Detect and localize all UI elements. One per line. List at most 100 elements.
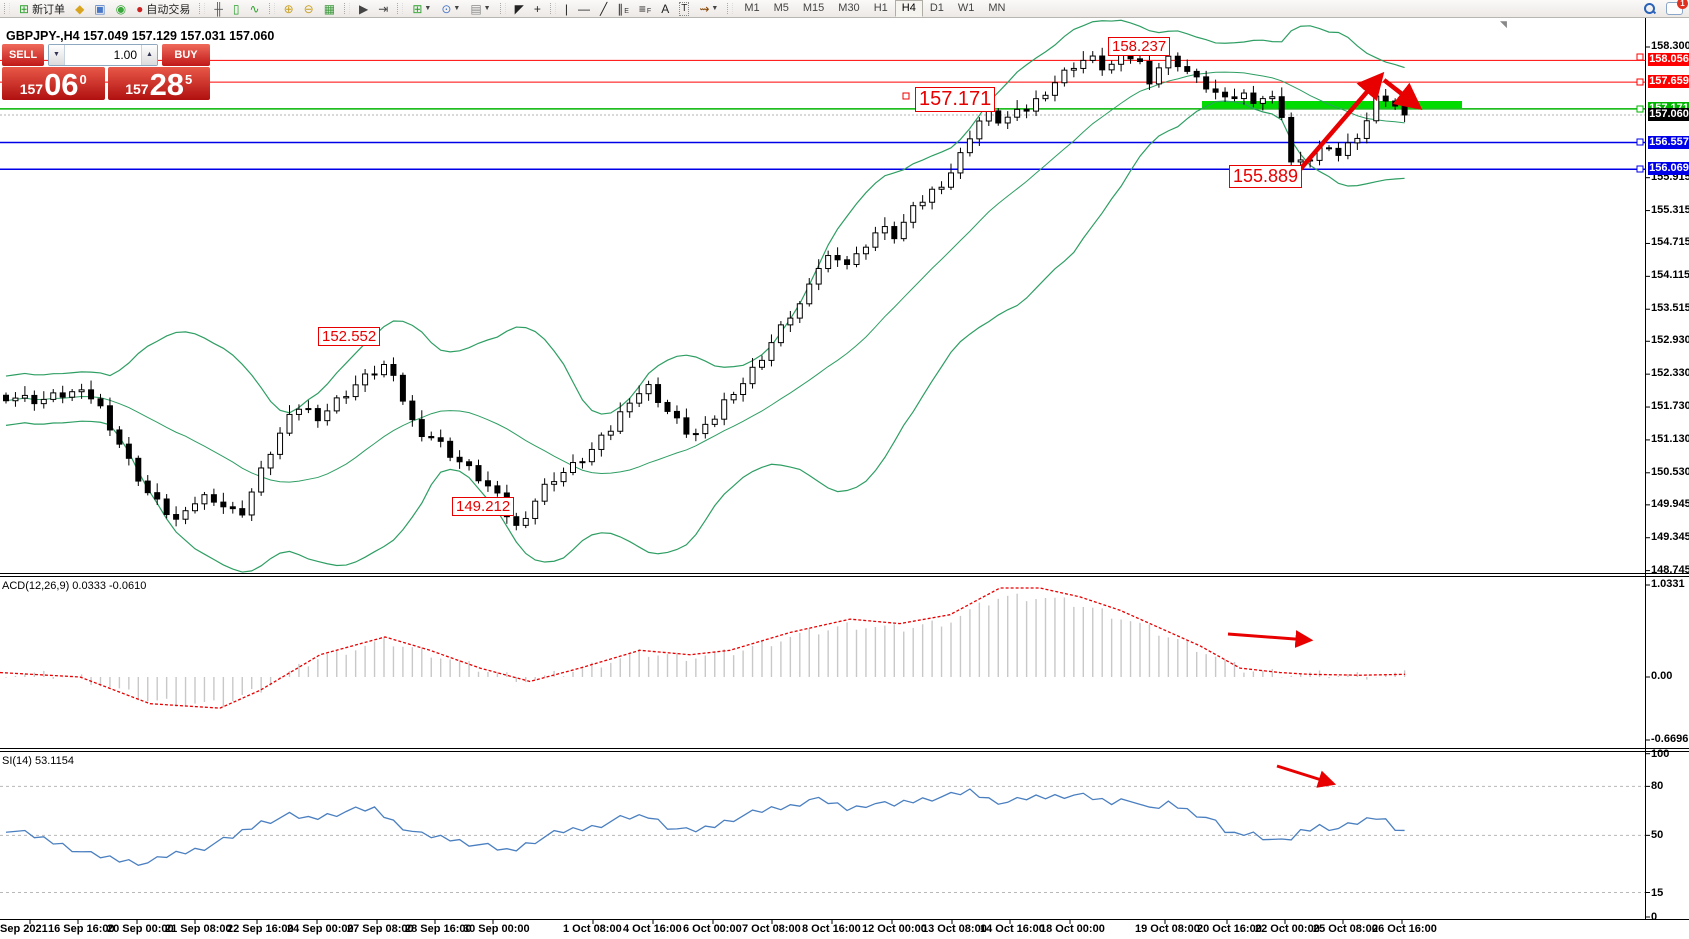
signals-button[interactable]: ◉ (112, 0, 130, 17)
price-tick-label: 149.345 (1651, 530, 1689, 543)
crosshair-button[interactable]: + (530, 0, 545, 17)
time-axis-label: 26 Oct 16:00 (1372, 923, 1437, 935)
new-order-button[interactable]: ⊞ 新订单 (15, 0, 69, 17)
timeframe-m1-button[interactable]: M1 (744, 2, 760, 14)
zoom-out-button[interactable]: ⊖ (300, 0, 318, 17)
rsi-axis-label: 100 (1651, 747, 1670, 760)
one-click-trading-panel: SELL ▼ 1.00 ▲ BUY 157 06 0 157 28 5 (2, 44, 210, 100)
text-icon: A (661, 1, 670, 16)
timeframe-h4-button[interactable]: H4 (894, 0, 923, 17)
time-axis-label: 8 Oct 16:00 (802, 923, 861, 935)
line-chart-type-button[interactable]: ∿ (246, 0, 264, 17)
navigator-icon: ▣ (94, 1, 106, 16)
time-axis-label: 20 Oct 16:00 (1197, 923, 1262, 935)
zoom-in-button[interactable]: ⊕ (280, 0, 298, 17)
bar-chart-type-button[interactable]: ╫ (210, 0, 227, 17)
time-axis-label: 7 Oct 08:00 (742, 923, 801, 935)
horizontal-line-button[interactable]: — (574, 0, 594, 17)
candlestick-chart-type-button[interactable]: ▯ (229, 0, 244, 17)
chevron-down-icon: ▼ (424, 5, 432, 12)
red-trend-arrow-4[interactable] (1276, 764, 1337, 788)
vertical-line-button[interactable]: | (561, 0, 572, 17)
price-annotation-155.889[interactable]: 155.889 (1229, 165, 1303, 188)
arrows-button[interactable]: ⇝ ▼ (695, 0, 722, 17)
time-axis-label: Sep 2021 (0, 923, 48, 935)
navigator-button[interactable]: ▣ (90, 0, 109, 17)
line-anchor-handle[interactable] (902, 92, 910, 100)
red-trend-arrow-3[interactable] (1227, 630, 1314, 649)
price-tick-label: 153.515 (1651, 302, 1689, 315)
marketwatch-button[interactable]: ◆ (71, 0, 88, 17)
text-button[interactable]: A (657, 0, 673, 17)
price-badge-158.056: 158.056 (1648, 53, 1689, 67)
candles (3, 47, 1408, 531)
timeframe-m5-button[interactable]: M5 (773, 2, 789, 14)
search-icon[interactable] (1643, 2, 1656, 15)
price-annotation-158.237[interactable]: 158.237 (1108, 37, 1171, 57)
buy-button[interactable]: BUY (162, 44, 210, 66)
timeframe-mn-button[interactable]: MN (988, 2, 1006, 14)
time-axis-label: 22 Sep 16:00 (227, 923, 294, 935)
sell-button[interactable]: SELL (2, 44, 44, 66)
bollinger-lower-band (5, 100, 1405, 573)
red-trend-arrow-2[interactable] (1382, 78, 1423, 110)
chart-shift-button[interactable]: ⇥ (374, 0, 392, 17)
chart-ohlc-title: GBPJPY-,H4 157.049 157.129 157.031 157.0… (6, 29, 275, 43)
chevron-down-icon: ▼ (453, 5, 461, 12)
price-tick-label: 151.130 (1651, 432, 1689, 445)
auto-scroll-button[interactable]: ▶ (355, 0, 372, 17)
line-anchor-handle[interactable] (1636, 138, 1644, 146)
line-anchor-handle[interactable] (1636, 78, 1644, 86)
chat-icon[interactable]: 1 (1666, 0, 1688, 15)
template-icon: ▤ (470, 1, 482, 16)
price-tick-label: 158.300 (1651, 40, 1689, 52)
red-trend-arrow-1[interactable] (1295, 71, 1385, 175)
price-annotation-149.212[interactable]: 149.212 (452, 497, 515, 517)
volume-increase-button[interactable]: ▲ (141, 45, 157, 65)
time-axis-label: 4 Oct 16:00 (623, 923, 682, 935)
sell-price-display[interactable]: 157 06 0 (2, 67, 105, 100)
tile-windows-button[interactable]: ▦ (320, 0, 339, 17)
volume-decrease-button[interactable]: ▼ (49, 45, 65, 65)
equidistant-channel-button[interactable]: ∥ E (613, 0, 633, 17)
cursor-button[interactable]: ◤ (511, 0, 528, 17)
price-annotation-157.171[interactable]: 157.171 (915, 87, 996, 112)
time-axis-label: 27 Sep 08:00 (347, 923, 414, 935)
green-band-annotation[interactable] (1202, 101, 1462, 108)
timeframe-w1-button[interactable]: W1 (957, 2, 975, 14)
time-axis-label: 13 Oct 08:00 (922, 923, 987, 935)
text-label-button[interactable]: T (675, 0, 693, 17)
autotrading-button[interactable]: ● 自动交易 (132, 0, 194, 17)
bollinger-middle-band (5, 71, 1405, 483)
time-axis-label: 6 Oct 00:00 (683, 923, 742, 935)
volume-value[interactable]: 1.00 (113, 48, 137, 62)
fibonacci-icon: ≡ (638, 1, 646, 16)
autotrading-button-label: 自动交易 (146, 3, 191, 16)
timeframe-d1-button[interactable]: D1 (929, 2, 944, 14)
rsi-pane-label: SI(14) 53.1154 (2, 755, 74, 767)
templates-button[interactable]: ▤ ▼ (466, 0, 494, 17)
price-annotation-152.552[interactable]: 152.552 (318, 327, 381, 347)
line-anchor-handle[interactable] (1636, 53, 1644, 61)
fibonacci-button[interactable]: ≡ F (635, 0, 655, 17)
time-axis-label: 25 Oct 08:00 (1313, 923, 1378, 935)
chat-unread-badge: 1 (1677, 0, 1688, 9)
price-tick-label: 154.115 (1651, 269, 1689, 282)
macd-axis-label: 0.00 (1651, 670, 1673, 682)
macd-signal-line (0, 587, 1406, 709)
timeframe-m15-button[interactable]: M15 (802, 2, 825, 14)
periods-button[interactable]: ⊙ ▼ (437, 0, 464, 17)
line-anchor-handle[interactable] (1636, 165, 1644, 173)
sell-price-point: 0 (79, 72, 87, 87)
timeframe-h1-button[interactable]: H1 (873, 2, 888, 14)
price-tick-label: 152.330 (1651, 367, 1689, 380)
line-anchor-handle[interactable] (1636, 105, 1644, 113)
autotrading-icon: ● (136, 1, 144, 16)
indicators-button[interactable]: ⊞ ▼ (408, 0, 435, 17)
buy-price-display[interactable]: 157 28 5 (107, 67, 210, 100)
arrows-icon: ⇝ (699, 1, 710, 16)
timeframe-m30-button[interactable]: M30 (838, 2, 860, 14)
time-axis-label: 19 Oct 08:00 (1135, 923, 1200, 935)
bar-chart-icon: ╫ (214, 1, 223, 16)
trendline-button[interactable]: ╱ (596, 0, 611, 17)
